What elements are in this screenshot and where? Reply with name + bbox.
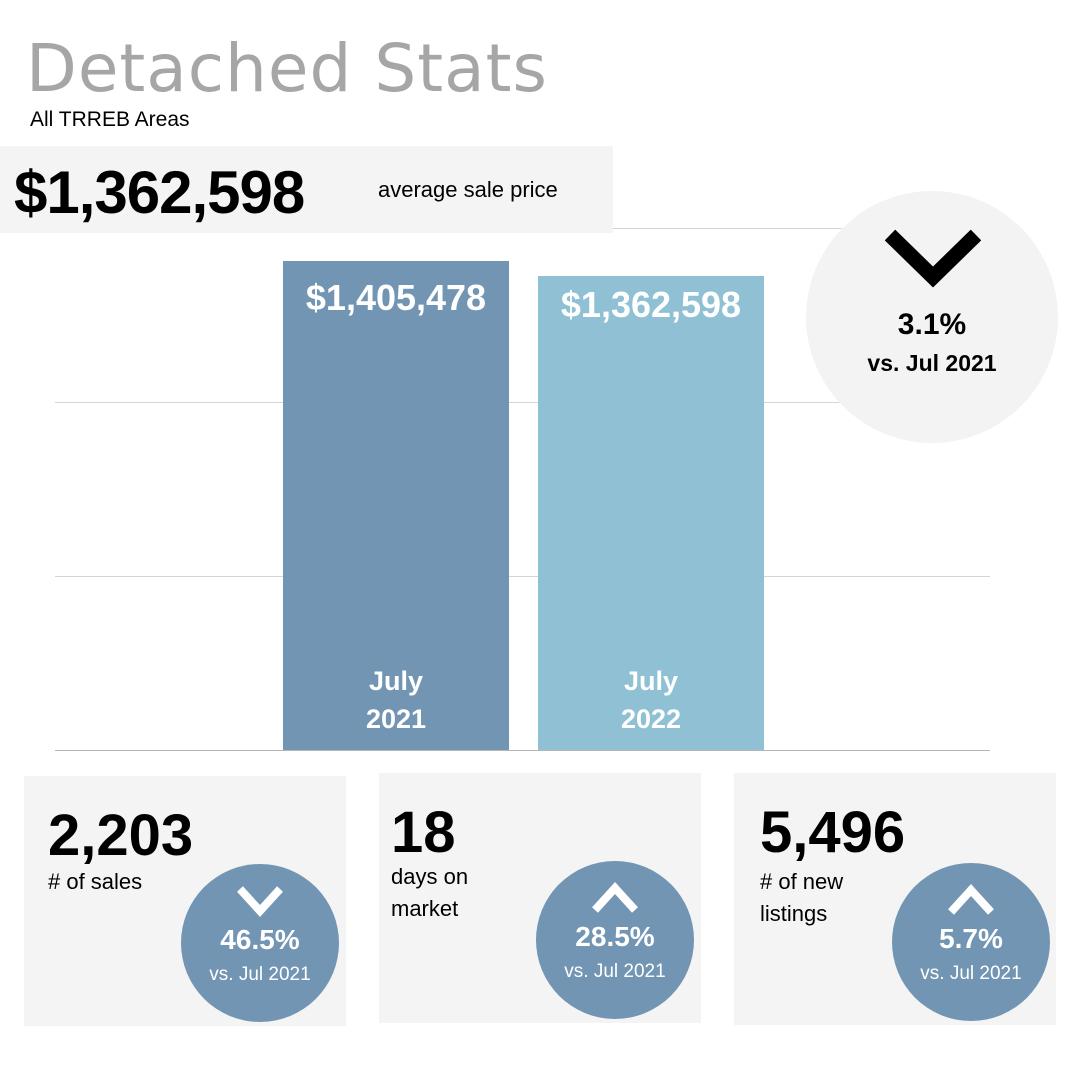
listings-change-vs: vs. Jul 2021	[920, 963, 1022, 984]
gridline	[55, 402, 990, 403]
chevron-up-icon	[592, 882, 638, 913]
listings-change-badge: 5.7% vs. Jul 2021	[892, 863, 1050, 1021]
chevron-down-icon	[884, 229, 982, 288]
bar-category-label: July	[368, 665, 424, 696]
card-new-listings: 5,496 # of new listings 5.7% vs. Jul 202…	[734, 773, 1056, 1025]
x-tick-label: July 2022	[538, 662, 764, 738]
change-vs: vs. Jul 2021	[867, 350, 997, 376]
listings-value: 5,496	[760, 800, 906, 865]
bar: $1,362,598 July 2022	[538, 275, 764, 750]
listings-label-line2: listings	[760, 901, 828, 926]
average-price-value: $1,362,598	[14, 159, 305, 226]
dom-label-line1: days on	[391, 864, 469, 889]
change-badge	[806, 191, 1058, 443]
dom-value: 18	[391, 800, 456, 865]
chevron-down-icon	[237, 886, 283, 917]
bar-category-label: July	[623, 665, 679, 696]
sales-change-vs: vs. Jul 2021	[209, 964, 311, 985]
page-title: Detached Stats	[26, 30, 548, 107]
dom-change-badge: 28.5% vs. Jul 2021	[536, 861, 694, 1019]
dom-change-vs: vs. Jul 2021	[564, 961, 666, 982]
bar-data-label: $1,362,598	[560, 283, 742, 325]
sales-change-pct: 46.5%	[220, 924, 300, 955]
x-tick-label: July 2021	[283, 662, 509, 738]
card-days-on-market: 18 days on market 28.5% vs. Jul 2021	[379, 773, 701, 1023]
sales-value: 2,203	[48, 803, 194, 868]
gridline	[55, 576, 990, 577]
dom-label-line2: market	[391, 896, 459, 921]
card-sales: 2,203 # of sales 46.5% vs. Jul 2021	[24, 776, 346, 1026]
listings-label-line1: # of new	[760, 869, 844, 894]
dom-change-pct: 28.5%	[575, 921, 655, 952]
page-subtitle: All TRREB Areas	[30, 108, 190, 131]
chevron-up-icon	[948, 884, 994, 915]
average-price-label: average sale price	[378, 177, 558, 202]
listings-change-pct: 5.7%	[939, 923, 1003, 954]
bar: $1,405,478 July 2021	[283, 260, 509, 750]
bar-category-label: 2022	[620, 703, 682, 734]
change-pct: 3.1%	[897, 308, 967, 341]
headline-panel	[0, 146, 613, 233]
bar-data-label: $1,405,478	[305, 276, 487, 318]
sales-change-badge: 46.5% vs. Jul 2021	[181, 864, 339, 1022]
x-axis-baseline	[55, 750, 990, 751]
bar-category-label: 2021	[365, 703, 427, 734]
sales-label: # of sales	[48, 869, 143, 894]
